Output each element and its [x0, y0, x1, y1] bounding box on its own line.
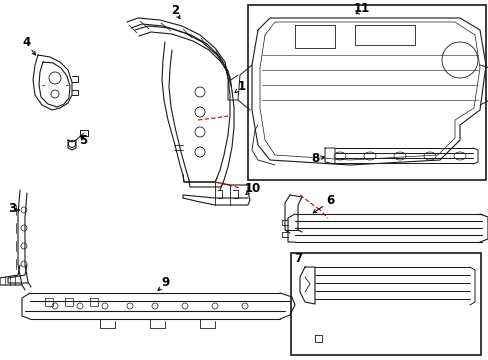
Bar — [247, 5, 485, 180]
Text: 6: 6 — [325, 194, 333, 207]
Bar — [290, 253, 480, 355]
Text: 4: 4 — [23, 36, 31, 49]
Text: 9: 9 — [161, 276, 169, 289]
Text: 11: 11 — [353, 1, 369, 14]
Text: 2: 2 — [171, 4, 179, 17]
Text: 1: 1 — [238, 81, 245, 94]
Text: 8: 8 — [310, 152, 319, 165]
Text: 3: 3 — [8, 202, 16, 215]
Text: 10: 10 — [244, 181, 261, 194]
Text: 5: 5 — [79, 134, 87, 147]
Text: 7: 7 — [293, 252, 302, 265]
